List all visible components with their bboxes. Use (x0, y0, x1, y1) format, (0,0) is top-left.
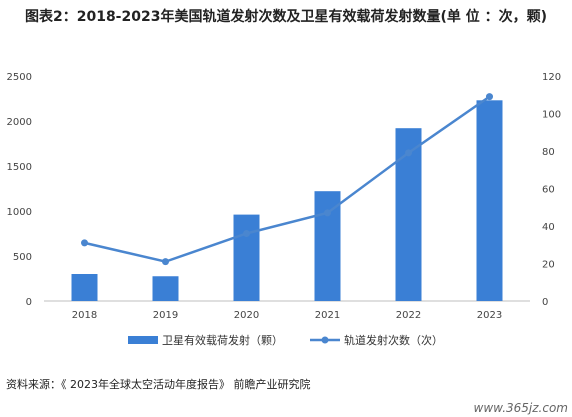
line-point (81, 239, 88, 247)
legend-swatch-point (321, 336, 329, 344)
right-axis-tick-label: 100 (542, 110, 561, 121)
right-axis-tick-label: 60 (542, 185, 555, 196)
right-axis-tick-label: 120 (542, 72, 561, 83)
x-axis-tick-label: 2021 (315, 310, 340, 321)
line-point (486, 93, 493, 101)
line-point (405, 149, 412, 157)
bar (152, 276, 179, 301)
legend-swatch-bar (128, 336, 158, 344)
x-axis-tick-label: 2019 (153, 310, 178, 321)
right-axis-tick-label: 20 (542, 260, 555, 271)
line-point (324, 209, 331, 217)
left-axis-tick-label: 2000 (7, 117, 32, 128)
right-axis-tick-label: 40 (542, 222, 555, 233)
left-axis-tick-label: 1500 (7, 162, 32, 173)
x-axis-tick-label: 2023 (477, 310, 502, 321)
left-axis-tick-label: 2500 (7, 72, 32, 83)
right-axis-tick-label: 80 (542, 147, 555, 158)
left-axis-tick-label: 0 (26, 297, 32, 308)
x-axis-tick-label: 2020 (234, 310, 259, 321)
legend-label-bar: 卫星有效载荷发射（颗） (162, 333, 283, 347)
chart-title-label: 图表2： (24, 9, 77, 25)
x-axis-tick-label: 2018 (72, 310, 97, 321)
chart-title: 图表2：2018-2023年美国轨道发射次数及卫星有效载荷发射数量(单 位 ：次… (8, 8, 564, 26)
bar (233, 214, 260, 301)
line-point (243, 230, 250, 237)
chart-title-text: 2018-2023年美国轨道发射次数及卫星有效载荷发射数量(单 位 ：次，颗) (76, 9, 548, 25)
series-line (84, 95, 491, 263)
source-note: 资料来源：《 2023年全球太空活动年度报告》 前瞻产业研究院 (6, 378, 311, 391)
x-axis-tick-label: 2022 (396, 310, 421, 321)
left-axis-tick-label: 500 (13, 252, 32, 263)
corner-watermark-text: www.365jz.com (473, 401, 568, 415)
legend-label-line: 轨道发射次数（次） (344, 333, 443, 347)
left-axis-tick-label: 1000 (7, 207, 32, 218)
right-axis-tick-label: 0 (542, 297, 548, 308)
bar (476, 100, 503, 301)
line-point (162, 258, 169, 266)
bar (71, 274, 98, 301)
bar (395, 128, 422, 301)
